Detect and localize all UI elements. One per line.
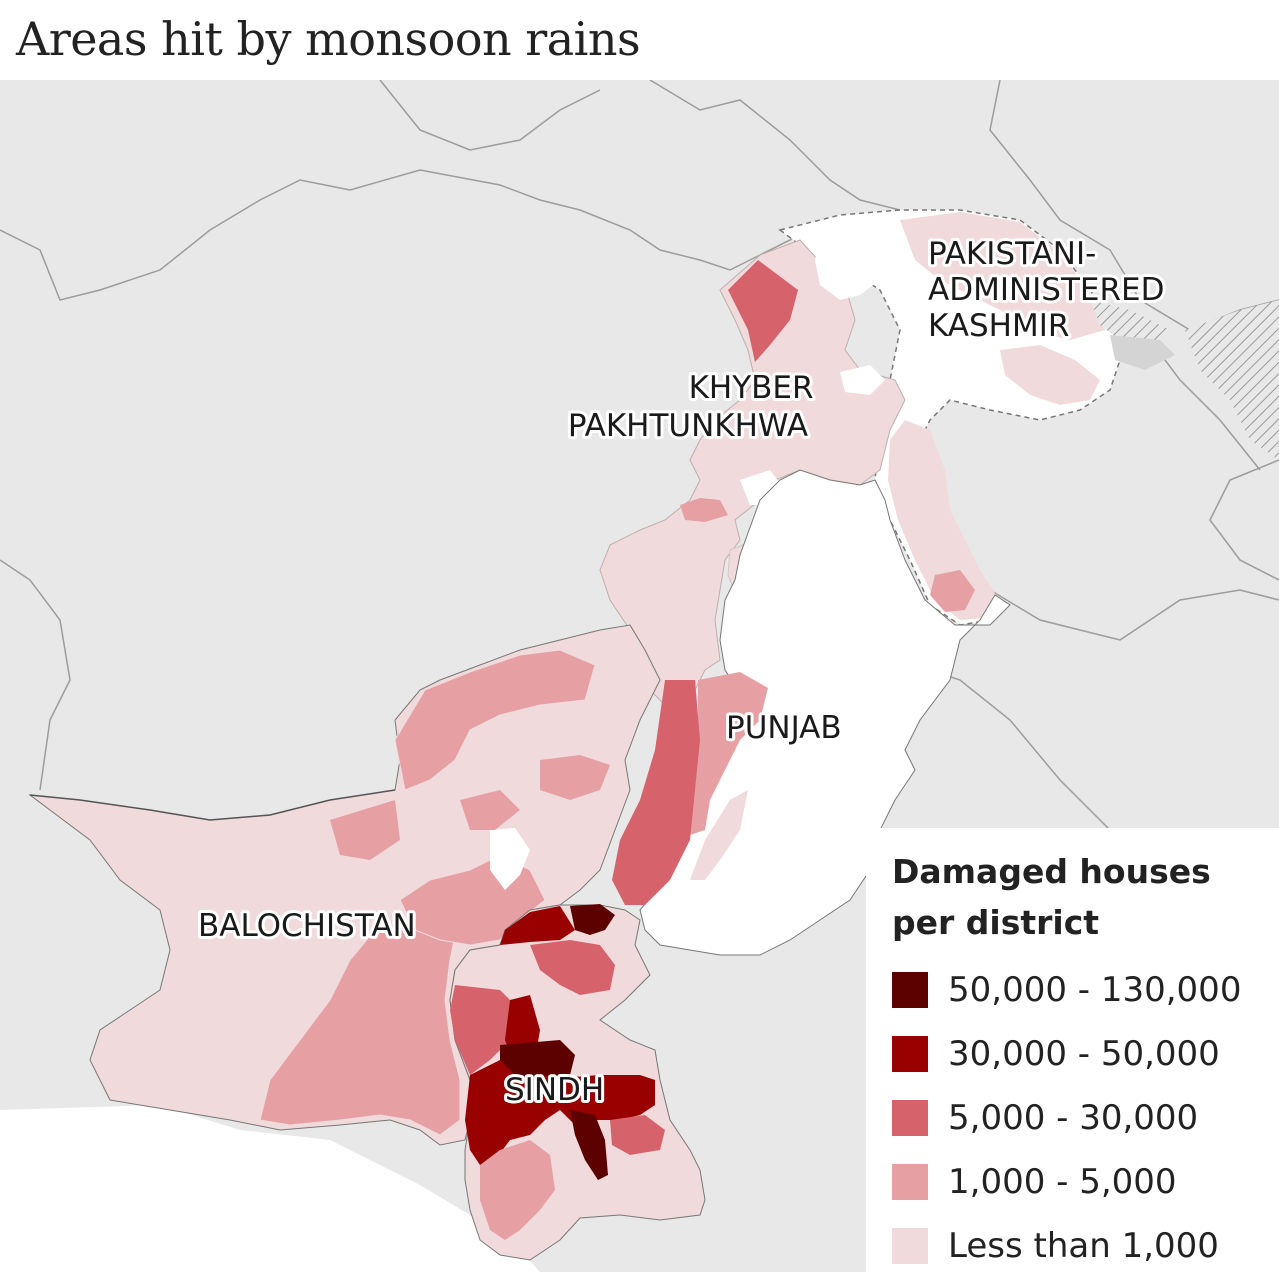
balochistan-district-loralai xyxy=(540,755,610,800)
legend-swatch xyxy=(892,1164,928,1200)
legend-item: 50,000 - 130,000 xyxy=(892,970,1241,1010)
disputed-area-east xyxy=(1185,300,1279,460)
kashmir-district-east xyxy=(1000,345,1100,405)
punjab-district-south xyxy=(690,790,748,880)
balochistan-district-mastung xyxy=(460,790,520,830)
khyber-nodata-swat xyxy=(840,365,885,395)
sindh-district-jacobabad xyxy=(500,906,575,945)
punjab-district-rajanpur xyxy=(612,680,700,905)
kashmir-district-muzaffarabad xyxy=(930,570,975,612)
disputed-area-shaksgam xyxy=(1110,335,1175,370)
map: PAKISTANI- ADMINISTERED KASHMIR KHYBER P… xyxy=(0,80,1279,1272)
sindh-district-qambar xyxy=(450,985,520,1075)
legend-swatch xyxy=(892,1036,928,1072)
punjab-district-dgkhan xyxy=(690,672,768,835)
legend-item: 5,000 - 30,000 xyxy=(892,1098,1198,1138)
sindh-district-sanghar xyxy=(570,1110,608,1180)
neighbor-borders xyxy=(0,80,1279,831)
disputed-area-aksai xyxy=(1090,300,1170,345)
sindh-district-umerkot xyxy=(610,1115,665,1155)
region-label-sindh: SINDH xyxy=(505,1072,604,1108)
balochistan-district-washuk xyxy=(330,800,400,860)
region-label-punjab: PUNJAB xyxy=(726,710,842,746)
legend-swatch xyxy=(892,972,928,1008)
legend-swatch xyxy=(892,1228,928,1264)
kashmir-district-north xyxy=(900,212,1105,340)
balochistan-district-north xyxy=(394,649,596,791)
pakistan-border-west xyxy=(29,789,396,821)
khyber-district-kurram xyxy=(680,498,728,522)
region-label-balochistan: BALOCHISTAN xyxy=(198,908,416,944)
khyber-nodata-north xyxy=(815,232,885,300)
legend-item: 30,000 - 50,000 xyxy=(892,1034,1220,1074)
balochistan-nodata-quetta xyxy=(490,828,530,890)
sindh-district-naushahro xyxy=(500,1040,575,1080)
legend-item: 1,000 - 5,000 xyxy=(892,1162,1177,1202)
map-title: Areas hit by monsoon rains xyxy=(16,12,641,66)
legend: Damaged houses per district 50,000 - 130… xyxy=(866,828,1279,1272)
kashmir-district-south xyxy=(888,420,998,620)
region-label-kashmir: PAKISTANI- ADMINISTERED KASHMIR xyxy=(928,236,1174,344)
balochistan-district-lasbela xyxy=(259,909,461,1136)
arabian-sea xyxy=(0,1105,540,1272)
legend-swatch xyxy=(892,1100,928,1136)
sindh-district-shikarpur xyxy=(530,940,615,995)
legend-title: Damaged houses per district xyxy=(892,852,1211,942)
sindh-district-kashmore xyxy=(570,904,615,935)
khyber-district-chitral xyxy=(728,260,798,362)
sindh-district-central xyxy=(465,1060,655,1165)
legend-item: Less than 1,000 xyxy=(892,1226,1219,1266)
region-label-khyber: KHYBER PAKHTUNKHWA xyxy=(568,370,824,444)
sindh-district-thatta xyxy=(480,1140,555,1240)
